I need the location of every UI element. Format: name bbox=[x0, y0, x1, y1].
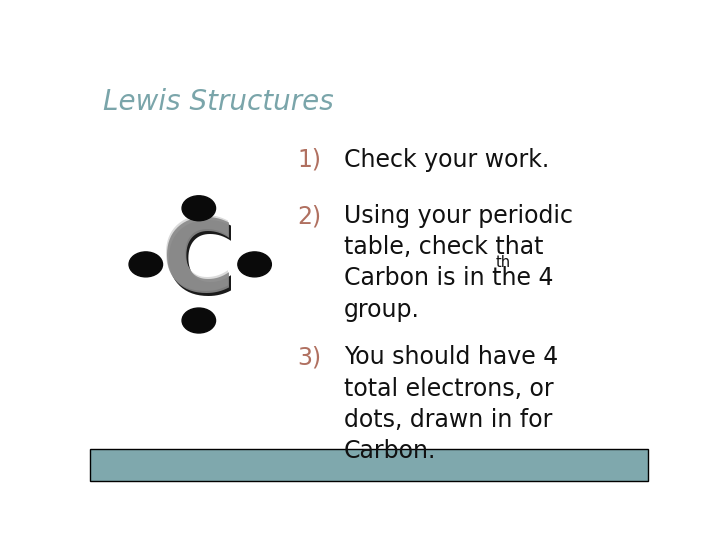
Text: 1): 1) bbox=[297, 148, 322, 172]
Text: group.: group. bbox=[344, 298, 420, 322]
Text: Carbon.: Carbon. bbox=[344, 439, 436, 463]
Text: Lewis Structures: Lewis Structures bbox=[103, 88, 333, 116]
Text: table, check that: table, check that bbox=[344, 235, 544, 259]
FancyBboxPatch shape bbox=[90, 449, 648, 481]
Circle shape bbox=[129, 252, 163, 277]
Text: total electrons, or: total electrons, or bbox=[344, 377, 554, 401]
Circle shape bbox=[182, 196, 215, 221]
Circle shape bbox=[182, 308, 215, 333]
Text: C: C bbox=[163, 219, 237, 316]
Text: th: th bbox=[495, 255, 510, 270]
Text: 3): 3) bbox=[297, 346, 322, 369]
Text: C: C bbox=[162, 216, 235, 313]
Text: Using your periodic: Using your periodic bbox=[344, 204, 573, 228]
Text: 2): 2) bbox=[297, 204, 322, 228]
Text: dots, drawn in for: dots, drawn in for bbox=[344, 408, 552, 432]
Text: You should have 4: You should have 4 bbox=[344, 346, 558, 369]
Circle shape bbox=[238, 252, 271, 277]
Text: Check your work.: Check your work. bbox=[344, 148, 549, 172]
Text: Carbon is in the 4: Carbon is in the 4 bbox=[344, 266, 554, 291]
Text: C: C bbox=[161, 214, 235, 311]
